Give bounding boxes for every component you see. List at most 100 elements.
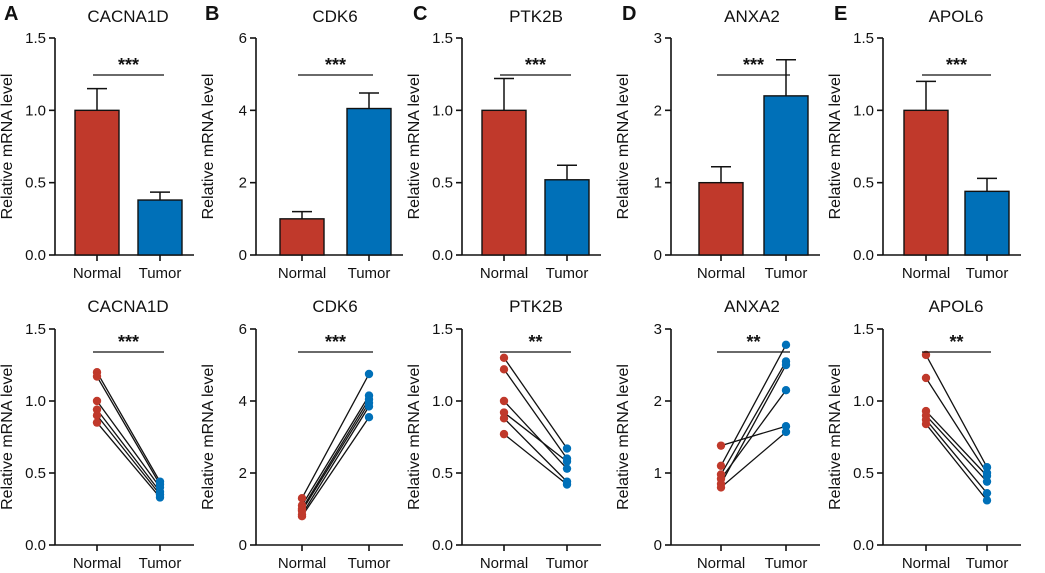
- point-tumor: [364, 369, 374, 379]
- point-normal: [716, 461, 726, 470]
- x-tick-label: Normal: [480, 265, 528, 282]
- chart-title: CACNA1D: [87, 297, 168, 316]
- bar-normal: [279, 218, 325, 256]
- x-tick-label: Normal: [278, 555, 326, 572]
- point-tumor: [155, 493, 165, 502]
- point-normal: [921, 373, 931, 383]
- y-tick-label: 1.0: [432, 102, 453, 119]
- significance-label: ***: [325, 332, 346, 352]
- y-axis-label: Relative mRNA level: [827, 74, 844, 220]
- significance-label: **: [746, 332, 760, 352]
- y-tick-label: 0.5: [432, 465, 453, 482]
- y-tick-label: 6: [239, 321, 247, 338]
- bar-tumor: [964, 190, 1010, 256]
- bar-tumor: [763, 95, 809, 256]
- y-tick-label: 6: [239, 30, 247, 47]
- point-tumor: [781, 360, 791, 370]
- y-tick-label: 1.0: [25, 102, 46, 119]
- panel-b-bar: B CDK6 Relative mRNA level 0 2 4 6 Normal Tumor *…: [200, 3, 403, 282]
- pair-line: [301, 398, 370, 510]
- point-normal: [499, 408, 509, 417]
- bar-tumor: [346, 107, 392, 256]
- panel-letter: A: [4, 3, 18, 25]
- significance-label: **: [528, 332, 542, 352]
- pair-line: [720, 344, 787, 467]
- point-normal: [92, 396, 102, 406]
- y-tick-label: 0: [239, 247, 247, 264]
- x-tick-label: Tumor: [546, 555, 589, 572]
- point-tumor: [562, 464, 572, 473]
- point-tumor: [982, 471, 992, 481]
- point-tumor: [781, 427, 791, 437]
- y-tick-label: 2: [654, 102, 662, 119]
- y-tick-label: 1: [654, 465, 662, 482]
- y-tick-label: 1.0: [432, 393, 453, 410]
- x-tick-label: Tumor: [546, 265, 589, 282]
- panel-a-paired: CACNA1D Relative mRNA level 0.0 0.5 1.0 1.5 No…: [0, 297, 194, 572]
- pair-line: [96, 376, 161, 485]
- panel-letter: B: [205, 3, 219, 25]
- point-normal: [921, 419, 931, 429]
- y-tick-label: 3: [654, 321, 662, 338]
- chart-title: PTK2B: [509, 7, 563, 26]
- y-tick-label: 1.0: [25, 393, 46, 410]
- pair-line: [301, 402, 370, 512]
- pair-line: [720, 425, 787, 447]
- panel-c-bar: C PTK2B Relative mRNA level 0.0 0.5 1.0 1.5 Nor…: [406, 3, 601, 282]
- y-tick-label: 1: [654, 175, 662, 192]
- y-tick-label: 1.5: [853, 321, 874, 338]
- point-tumor: [562, 457, 572, 466]
- panel-e-bar: E APOL6 Relative mRNA level 0.0 0.5 1.0 1.5 Nor…: [827, 3, 1021, 282]
- panel-a-bar: A CACNA1D Relative mRNA level 0.0 0.5 1.0 1.5 N…: [0, 3, 194, 282]
- y-tick-label: 2: [239, 465, 247, 482]
- panel-d-paired: ANXA2 Relative mRNA level 0 1 2 3 Normal Tumor *…: [615, 297, 820, 572]
- y-tick-label: 2: [239, 175, 247, 192]
- pair-line: [925, 354, 988, 468]
- x-tick-label: Normal: [697, 555, 745, 572]
- point-normal: [297, 494, 307, 503]
- pair-line: [925, 410, 988, 477]
- point-normal: [92, 372, 102, 381]
- point-normal: [499, 365, 509, 374]
- panel-letter: D: [622, 3, 636, 25]
- pair-line: [301, 406, 370, 515]
- y-tick-label: 2: [654, 393, 662, 410]
- point-normal: [716, 483, 726, 492]
- pair-line: [720, 361, 787, 475]
- significance-label: ***: [118, 332, 139, 352]
- pair-line: [96, 400, 161, 488]
- point-normal: [297, 512, 307, 521]
- point-tumor: [781, 386, 791, 395]
- x-tick-label: Tumor: [966, 555, 1009, 572]
- chart-title: APOL6: [929, 297, 984, 316]
- panel-d-bar: D ANXA2 Relative mRNA level 0 1 2 3 Normal Tumor…: [615, 3, 820, 282]
- y-tick-label: 0.5: [853, 465, 874, 482]
- y-axis-label: Relative mRNA level: [827, 364, 844, 510]
- x-tick-label: Normal: [902, 265, 950, 282]
- pair-line: [503, 412, 568, 462]
- pair-line: [96, 409, 161, 493]
- panel-c-paired: PTK2B Relative mRNA level 0.0 0.5 1.0 1.5 Norm…: [406, 297, 601, 572]
- pair-line: [720, 431, 787, 488]
- bar-normal: [481, 109, 527, 256]
- panel-letter: C: [413, 3, 427, 25]
- x-tick-label: Tumor: [139, 555, 182, 572]
- pair-line: [720, 364, 787, 485]
- pair-line: [503, 417, 568, 483]
- chart-title: ANXA2: [724, 7, 780, 26]
- x-tick-label: Normal: [73, 555, 121, 572]
- y-tick-label: 3: [654, 30, 662, 47]
- panels-container: A CACNA1D Relative mRNA level 0.0 0.5 1.0 1.5 N…: [0, 3, 1021, 572]
- y-tick-label: 0.0: [853, 247, 874, 264]
- y-tick-label: 1.5: [25, 30, 46, 47]
- point-tumor: [781, 340, 791, 350]
- y-tick-label: 0.0: [432, 537, 453, 554]
- y-axis-label: Relative mRNA level: [0, 74, 16, 220]
- point-normal: [499, 353, 509, 362]
- point-normal: [499, 429, 509, 439]
- point-tumor: [982, 488, 992, 498]
- y-axis-label: Relative mRNA level: [200, 364, 217, 510]
- bar-normal: [903, 109, 949, 256]
- pair-line: [301, 416, 370, 517]
